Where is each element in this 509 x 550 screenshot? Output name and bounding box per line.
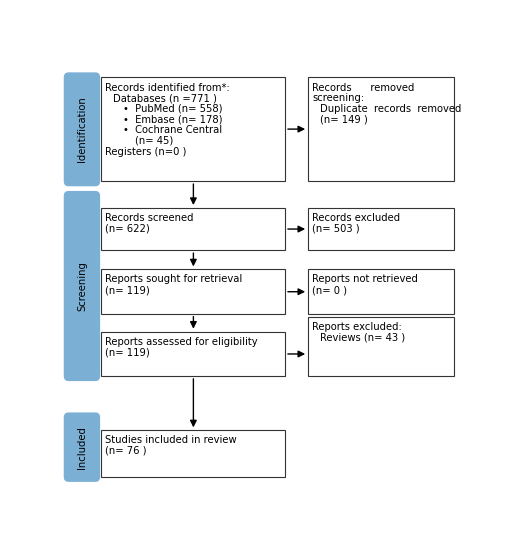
FancyBboxPatch shape — [101, 78, 285, 181]
Text: (n= 45): (n= 45) — [134, 136, 173, 146]
Text: •  PubMed (n= 558): • PubMed (n= 558) — [123, 104, 222, 114]
Text: Reports excluded:: Reports excluded: — [312, 322, 401, 332]
Text: (n= 119): (n= 119) — [105, 347, 150, 358]
Text: (n= 0 ): (n= 0 ) — [312, 285, 346, 295]
Text: Included: Included — [77, 426, 87, 469]
Text: screening:: screening: — [312, 93, 363, 103]
FancyBboxPatch shape — [307, 78, 454, 181]
FancyBboxPatch shape — [64, 412, 100, 482]
Text: Studies included in review: Studies included in review — [105, 435, 236, 446]
FancyBboxPatch shape — [307, 317, 454, 376]
Text: (n= 149 ): (n= 149 ) — [319, 114, 367, 125]
FancyBboxPatch shape — [101, 270, 285, 314]
Text: Databases (n =771 ): Databases (n =771 ) — [113, 93, 217, 103]
FancyBboxPatch shape — [101, 332, 285, 376]
Text: Registers (n=0 ): Registers (n=0 ) — [105, 147, 186, 157]
Text: Screening: Screening — [77, 261, 87, 311]
Text: Identification: Identification — [77, 96, 87, 162]
FancyBboxPatch shape — [307, 208, 454, 250]
Text: Records screened: Records screened — [105, 213, 193, 223]
Text: •  Embase (n= 178): • Embase (n= 178) — [123, 114, 222, 125]
Text: (n= 119): (n= 119) — [105, 285, 150, 295]
FancyBboxPatch shape — [101, 208, 285, 250]
Text: Duplicate  records  removed: Duplicate records removed — [319, 104, 460, 114]
Text: Reports not retrieved: Reports not retrieved — [312, 274, 417, 284]
Text: Records identified from*:: Records identified from*: — [105, 82, 230, 92]
Text: (n= 622): (n= 622) — [105, 224, 150, 234]
Text: (n= 503 ): (n= 503 ) — [312, 224, 359, 234]
Text: Reports assessed for eligibility: Reports assessed for eligibility — [105, 337, 258, 346]
FancyBboxPatch shape — [307, 270, 454, 314]
Text: Reviews (n= 43 ): Reviews (n= 43 ) — [319, 333, 404, 343]
FancyBboxPatch shape — [101, 430, 285, 477]
Text: (n= 76 ): (n= 76 ) — [105, 446, 147, 456]
FancyBboxPatch shape — [64, 73, 100, 186]
Text: Records excluded: Records excluded — [312, 213, 399, 223]
Text: •  Cochrane Central: • Cochrane Central — [123, 125, 222, 135]
Text: Records      removed: Records removed — [312, 82, 432, 92]
Text: Reports sought for retrieval: Reports sought for retrieval — [105, 274, 242, 284]
FancyBboxPatch shape — [64, 191, 100, 381]
